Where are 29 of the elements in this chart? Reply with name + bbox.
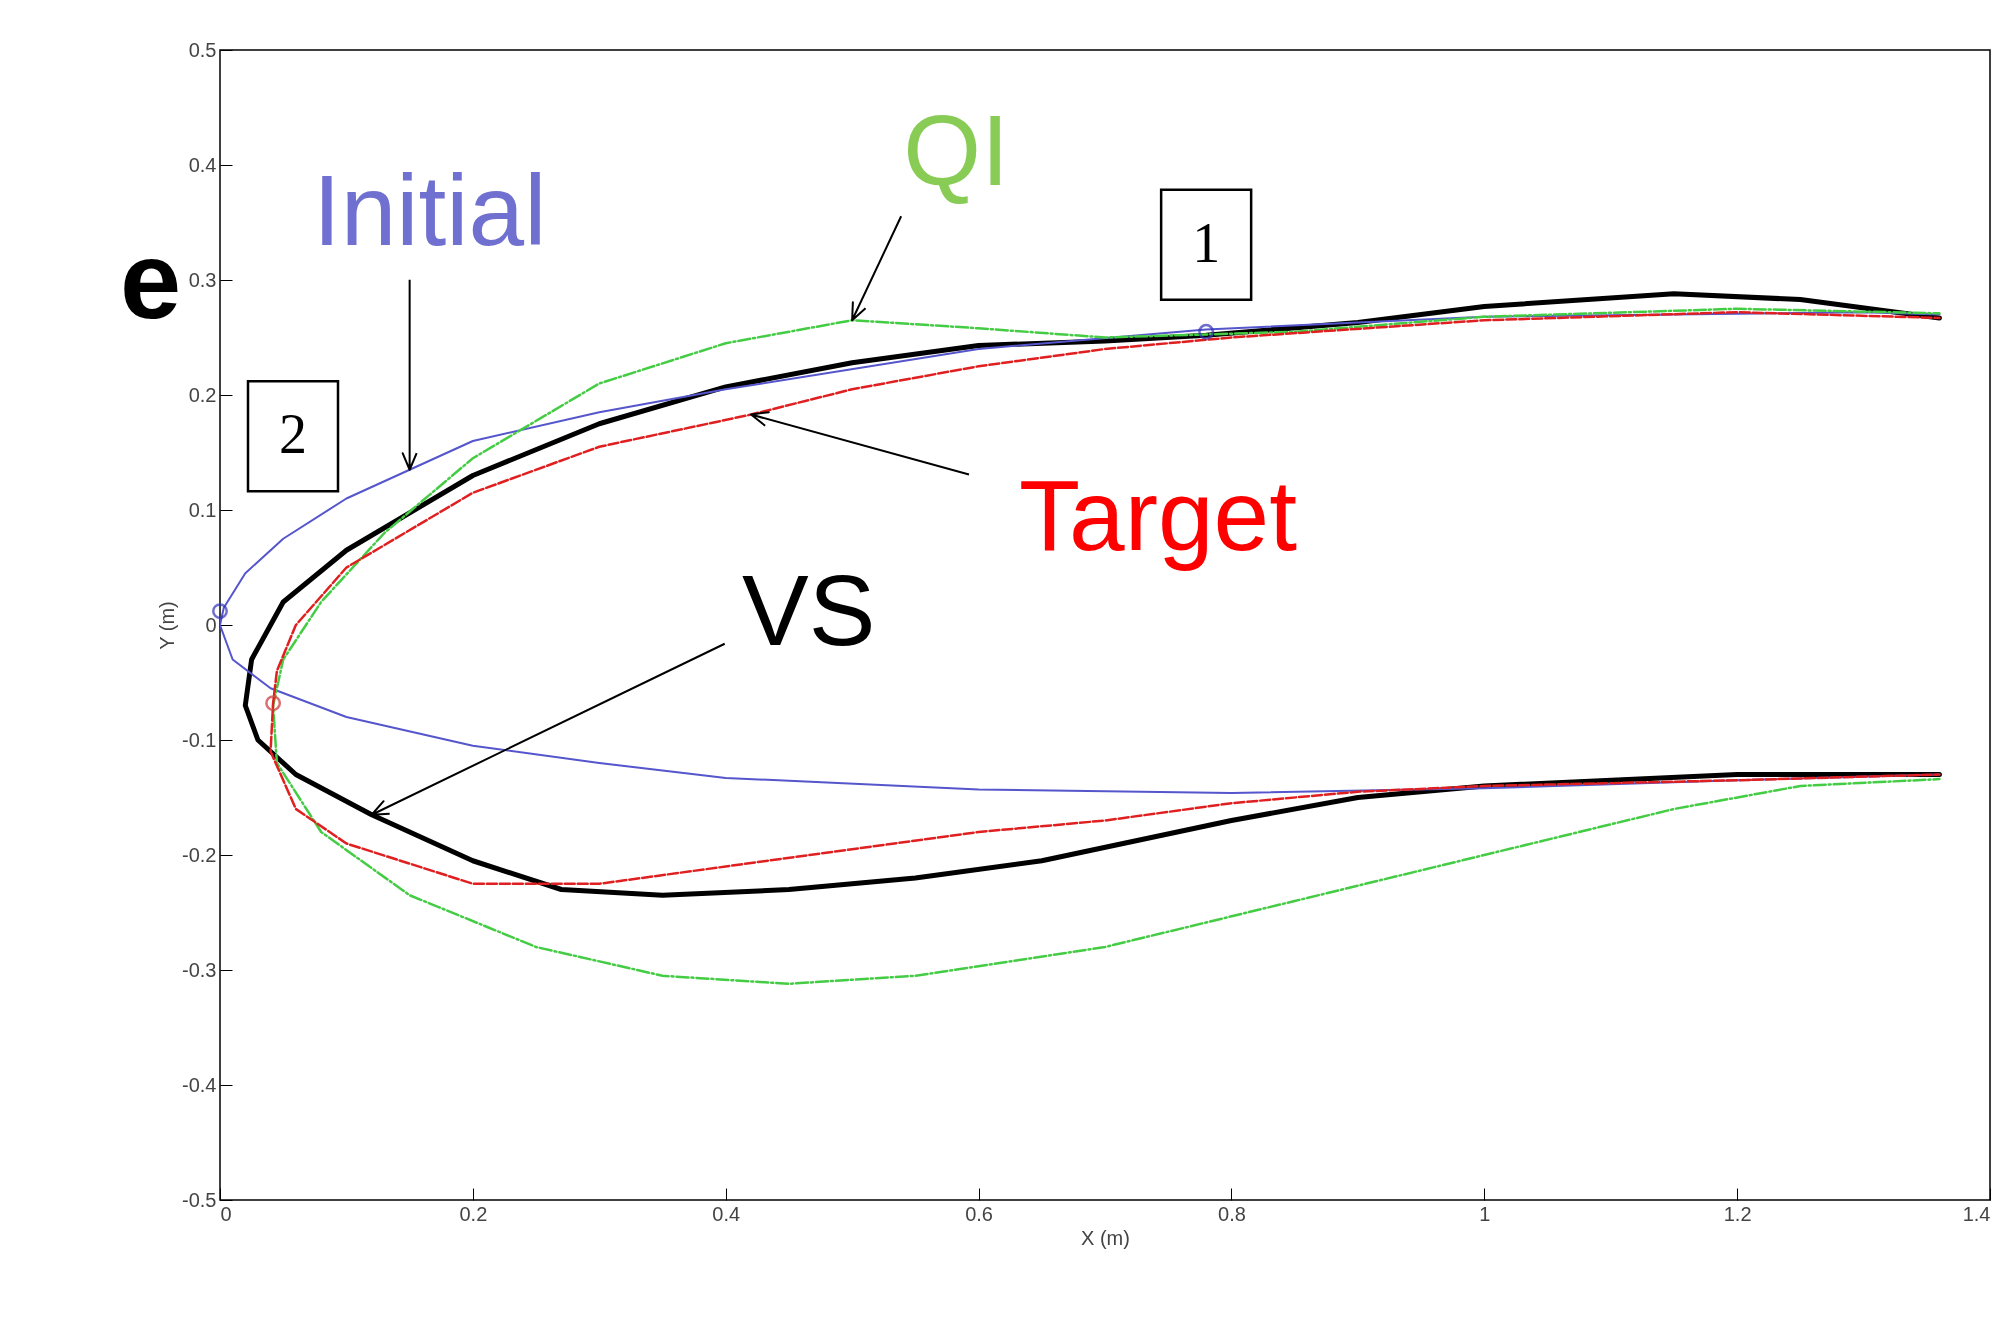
series-label: Initial [312, 153, 547, 266]
x-axis-title: X (m) [1081, 1226, 1130, 1249]
y-tick-label: 0.1 [188, 498, 217, 521]
annotation: 1 [1192, 211, 1221, 274]
x-tick-label: 0.2 [459, 1202, 488, 1225]
x-tick-label: 0 [220, 1202, 232, 1225]
series-label: Target [1019, 458, 1298, 571]
x-tick-label: 1 [1479, 1202, 1491, 1225]
x-tick-label: 0.6 [965, 1202, 993, 1225]
legend-label: VS [742, 553, 876, 666]
y-tick-label: 0.2 [188, 383, 217, 406]
line-series [271, 307, 1941, 986]
y-axis-title: Y (m) [156, 601, 179, 650]
y-tick-label: 0.5 [188, 38, 217, 61]
x-tick-label: 0.4 [712, 1202, 741, 1225]
x-tick-label: 1.2 [1723, 1202, 1752, 1225]
y-tick-label: 0.3 [188, 268, 217, 291]
y-tick-label: -0.5 [182, 1188, 217, 1211]
y-tick-label: -0.4 [182, 1073, 217, 1096]
annotation: 2 [279, 403, 307, 466]
text: e [120, 218, 182, 341]
y-tick-label: -0.2 [182, 843, 217, 866]
y-tick-label: -0.3 [182, 958, 217, 981]
y-tick-label: -0.1 [182, 728, 217, 751]
x-tick-label: 1.4 [1962, 1202, 1991, 1225]
y-tick-label: 0 [205, 613, 217, 636]
x-tick-label: 0.8 [1218, 1202, 1246, 1225]
y-tick-label: 0.4 [188, 153, 217, 176]
series-label: QI [903, 94, 1009, 207]
